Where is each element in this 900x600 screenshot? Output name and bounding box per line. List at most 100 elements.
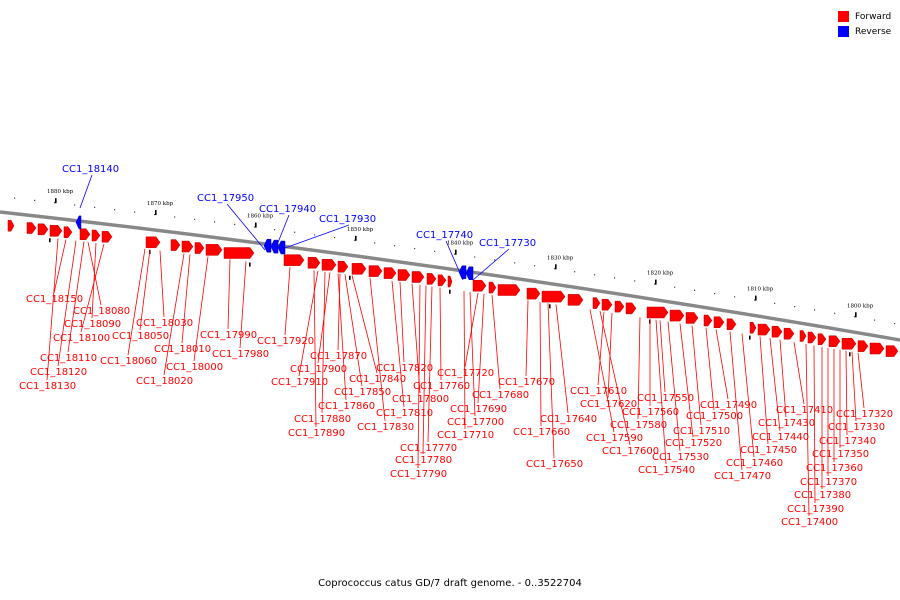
forward-gene-arrow <box>869 342 885 355</box>
forward-leader-line <box>181 254 191 344</box>
forward-gene-arrow <box>488 281 497 294</box>
forward-leader-line <box>659 320 666 393</box>
minor-tick-dot <box>54 202 56 204</box>
forward-leader-line <box>422 285 427 455</box>
minor-tick-dot <box>554 268 556 270</box>
forward-gene-label: CC1_17400 <box>781 517 838 528</box>
forward-gene-label: CC1_18060 <box>100 356 157 367</box>
forward-leader-line <box>321 271 326 414</box>
forward-gene-label: CC1_17790 <box>390 469 447 480</box>
forward-leader-line <box>491 295 501 390</box>
major-tick <box>155 210 157 216</box>
forward-gene-arrow <box>625 302 637 315</box>
forward-gene-arrow <box>828 335 841 348</box>
minor-tick-dot <box>274 229 276 231</box>
forward-gene-arrow <box>321 259 337 271</box>
forward-gene-label: CC1_17460 <box>726 458 783 469</box>
forward-gene-label: CC1_17370 <box>800 477 857 488</box>
forward-gene-label: CC1_17540 <box>638 465 695 476</box>
forward-gene-arrow <box>799 330 807 342</box>
forward-gene-label: CC1_17610 <box>570 386 627 397</box>
scale-label: 1810 kbp <box>747 287 774 293</box>
minor-tick-dot <box>734 296 736 298</box>
minor-tick-dot <box>414 247 416 250</box>
scale-label: 1840 kbp <box>447 241 474 247</box>
lower-tick <box>849 352 851 357</box>
forward-leader-line <box>239 261 247 349</box>
forward-gene-arrow <box>79 228 91 240</box>
forward-gene-label: CC1_17810 <box>376 408 433 419</box>
forward-leader-line <box>227 259 231 330</box>
forward-gene-label: CC1_17620 <box>580 399 637 410</box>
forward-gene-arrow <box>526 287 541 300</box>
forward-leader-line <box>344 274 363 387</box>
forward-gene-arrow <box>7 219 15 232</box>
forward-gene-label: CC1_17590 <box>586 433 643 444</box>
minor-tick-dot <box>834 312 836 314</box>
forward-leader-line <box>715 329 729 400</box>
forward-leader-line <box>284 267 291 336</box>
minor-tick-dot <box>874 319 876 321</box>
forward-leader-line <box>769 338 781 432</box>
forward-leader-line <box>599 311 631 446</box>
minor-tick-dot <box>694 289 696 291</box>
forward-leader-line <box>46 238 59 381</box>
forward-swatch <box>838 11 849 22</box>
forward-gene-label: CC1_17510 <box>673 426 730 437</box>
forward-leader-line <box>53 239 67 294</box>
forward-gene-arrow <box>601 298 613 311</box>
forward-leader-line <box>805 344 810 517</box>
minor-tick-dot <box>634 280 636 282</box>
reverse-leader-line <box>79 174 93 209</box>
forward-gene-label: CC1_17580 <box>610 420 667 431</box>
forward-gene-label: CC1_17990 <box>200 330 257 341</box>
forward-gene-label: CC1_17470 <box>714 471 771 482</box>
forward-leader-line <box>469 291 476 417</box>
forward-leader-line <box>439 287 442 381</box>
forward-leader-line <box>427 286 433 443</box>
minor-tick-dot <box>34 199 36 202</box>
forward-leader-line <box>547 303 555 459</box>
forward-gene-arrow <box>857 340 869 352</box>
gene-arrows <box>7 215 899 357</box>
forward-leader-line <box>369 277 386 422</box>
forward-gene-arrow <box>411 271 425 283</box>
forward-gene-label: CC1_17720 <box>437 368 494 379</box>
forward-gene-arrow <box>807 331 817 344</box>
figure-caption: Coprococcus catus GD/7 draft genome. - 0… <box>318 578 582 589</box>
forward-leader-line <box>159 250 165 318</box>
legend-reverse-label: Reverse <box>855 26 892 37</box>
forward-gene-arrow <box>567 294 584 306</box>
forward-gene-label: CC1_17800 <box>392 394 449 405</box>
forward-gene-label: CC1_17980 <box>212 349 269 360</box>
forward-leader-line <box>741 333 755 458</box>
forward-leader-line <box>80 243 105 333</box>
forward-gene-label: CC1_17770 <box>400 443 457 454</box>
forward-leader-line <box>729 331 743 471</box>
forward-gene-label: CC1_17910 <box>271 377 328 388</box>
forward-gene-arrow <box>194 242 205 254</box>
scale-label: 1820 kbp <box>647 271 674 277</box>
forward-gene-arrow <box>49 225 63 237</box>
forward-gene-label: CC1_17860 <box>318 401 375 412</box>
forward-gene-arrow <box>205 244 223 256</box>
forward-gene-label: CC1_17820 <box>376 363 433 374</box>
forward-gene-label: CC1_17700 <box>447 417 504 428</box>
forward-gene-label: CC1_17760 <box>413 381 470 392</box>
minor-tick-dot <box>614 277 616 279</box>
forward-gene-label: CC1_17390 <box>787 504 844 515</box>
minor-tick-dot <box>814 309 816 311</box>
forward-leader-line <box>337 273 341 351</box>
forward-gene-label: CC1_17600 <box>602 446 659 457</box>
forward-gene-label: CC1_18010 <box>154 344 211 355</box>
forward-gene-arrow <box>885 345 899 357</box>
minor-tick-dot <box>354 239 356 241</box>
forward-gene-arrow <box>757 323 771 336</box>
legend-forward: Forward <box>838 9 900 24</box>
genome-backbone <box>0 210 900 342</box>
minor-tick-dot <box>14 197 16 199</box>
forward-gene-arrow <box>749 322 757 334</box>
forward-gene-arrow <box>447 275 453 288</box>
major-tick <box>55 198 57 204</box>
forward-gene-label: CC1_17890 <box>288 428 345 439</box>
